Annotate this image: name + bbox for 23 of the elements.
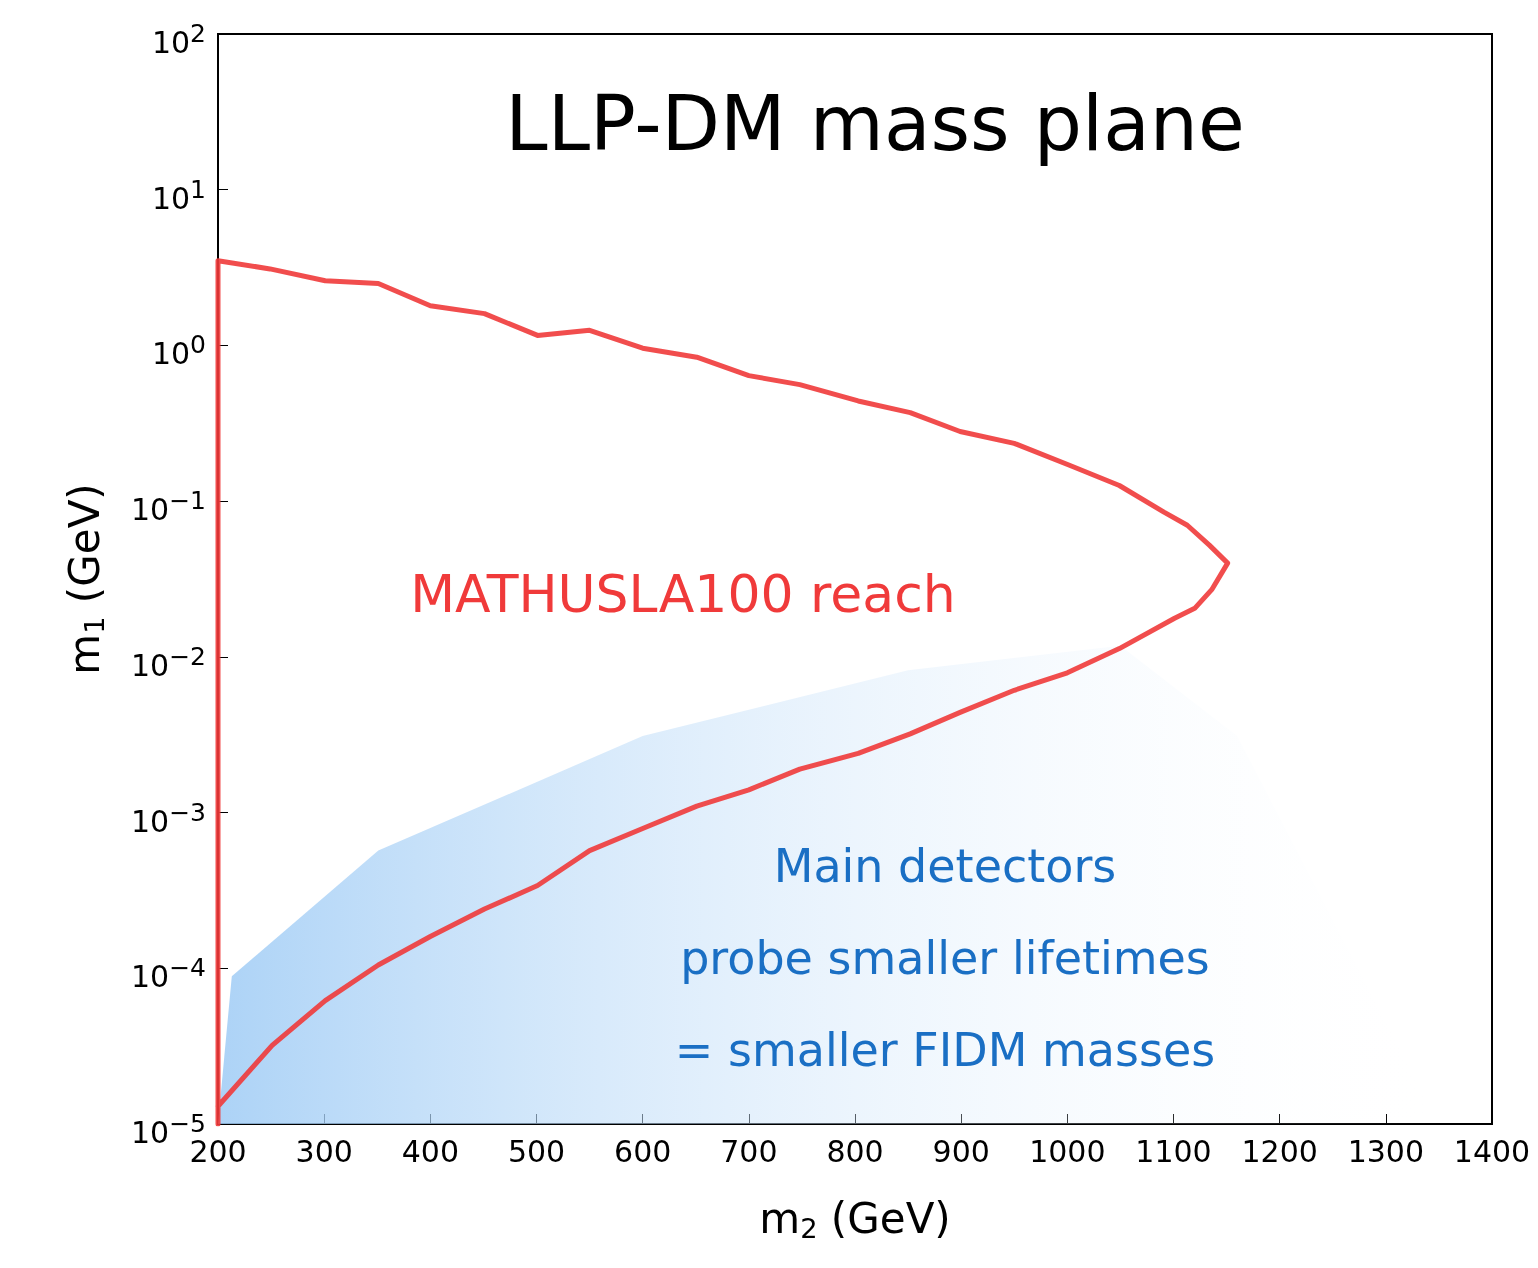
y-tick-label: 10$^{0}$	[151, 329, 206, 373]
y-tick-label: 10$^{−1}$	[130, 485, 206, 529]
y-tick-label: 10$^{2}$	[151, 18, 206, 61]
x-tick-label: 400	[401, 1133, 459, 1169]
x-tick-label: 1000	[1029, 1133, 1106, 1169]
x-tick-label: 300	[295, 1133, 353, 1169]
x-tick-label: 1400	[1453, 1133, 1531, 1169]
y-axis-title: m1 (GeV)	[59, 483, 110, 675]
y-tick-label: 10$^{−2}$	[130, 640, 206, 684]
y-tick-label: 10$^{−4}$	[130, 952, 206, 996]
x-tick-label: 1100	[1135, 1133, 1212, 1169]
x-tick-label: 800	[826, 1133, 884, 1169]
series-label: MATHUSLA100 reach	[410, 564, 956, 624]
series-label: Main detectors probe smaller lifetimes = smaller FIDM masses	[674, 839, 1216, 1077]
y-tick-label: 10$^{1}$	[151, 173, 206, 217]
x-tick-label: 1200	[1241, 1133, 1318, 1169]
x-tick-label: 600	[614, 1133, 672, 1169]
x-tick-label: 900	[932, 1133, 990, 1169]
x-tick-label: 700	[720, 1133, 778, 1169]
y-tick-label: 10$^{−3}$	[130, 796, 206, 840]
text: LLP-DM mass plane	[505, 78, 1245, 168]
x-tick-label: 500	[507, 1133, 566, 1169]
x-tick-label: 1300	[1347, 1133, 1425, 1169]
